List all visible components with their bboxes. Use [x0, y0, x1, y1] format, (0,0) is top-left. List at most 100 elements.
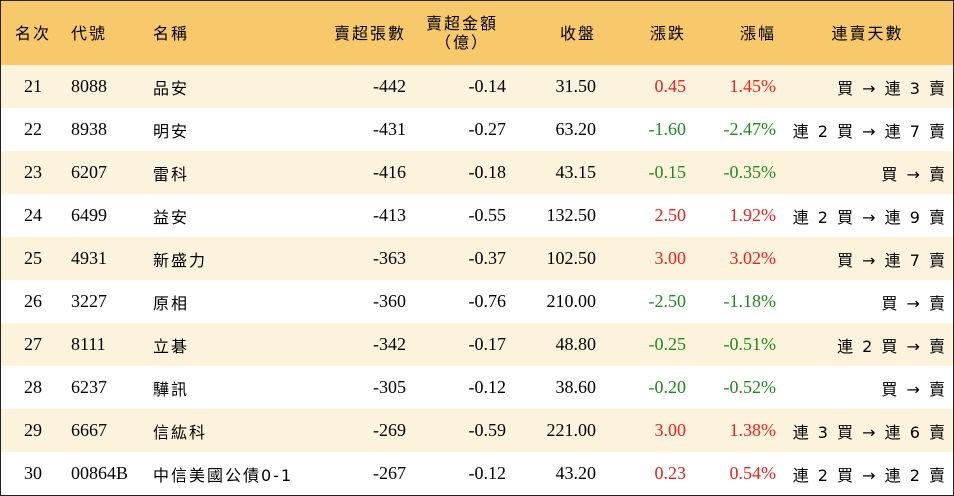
code-cell: 6667 — [71, 420, 107, 440]
code-cell: 8111 — [71, 334, 106, 354]
close-cell: 221.00 — [546, 420, 597, 440]
rank-cell: 28 — [24, 377, 42, 397]
change-cell: -0.25 — [648, 334, 687, 354]
close-cell: 63.20 — [555, 119, 597, 139]
pct-cell: 1.38% — [729, 420, 777, 440]
rank-cell: 29 — [24, 420, 42, 440]
name-cell: 立碁 — [153, 336, 190, 356]
change-cell: -2.50 — [648, 291, 687, 311]
table-row: 26 3227 原相 -360 -0.76 210.00 -2.50 -1.18… — [1, 280, 953, 323]
header-name: 名稱 — [153, 23, 190, 43]
sell-amount-cell: -0.17 — [468, 334, 507, 354]
sell-lots-cell: -269 — [373, 420, 406, 440]
table-row: 22 8938 明安 -431 -0.27 63.20 -1.60 -2.47%… — [1, 108, 953, 151]
sell-amount-cell: -0.37 — [468, 248, 507, 268]
code-cell: 8938 — [71, 119, 107, 139]
sell-lots-cell: -305 — [373, 377, 406, 397]
close-cell: 31.50 — [555, 76, 597, 96]
code-cell: 6207 — [71, 162, 107, 182]
sell-lots-cell: -413 — [373, 205, 406, 225]
table-row: 30 00864B 中信美國公債0-1 -267 -0.12 43.20 0.2… — [1, 452, 953, 495]
streak-cell: 買 → 賣 — [881, 164, 947, 184]
header-close: 收盤 — [559, 23, 596, 43]
sell-lots-cell: -431 — [373, 119, 406, 139]
sell-lots-cell: -360 — [373, 291, 406, 311]
pct-cell: 3.02% — [729, 248, 777, 268]
streak-cell: 買 → 連 3 賣 — [837, 78, 947, 98]
rank-cell: 30 — [24, 463, 42, 483]
sell-lots-cell: -416 — [373, 162, 406, 182]
rank-cell: 25 — [24, 248, 42, 268]
code-cell: 6237 — [71, 377, 107, 397]
close-cell: 132.50 — [546, 205, 597, 225]
sell-lots-cell: -442 — [373, 76, 406, 96]
pct-cell: 1.92% — [729, 205, 777, 225]
code-cell: 4931 — [71, 248, 107, 268]
pct-cell: -2.47% — [723, 119, 777, 139]
change-cell: 0.23 — [654, 463, 687, 483]
header-code: 代號 — [71, 23, 108, 43]
streak-cell: 買 → 賣 — [881, 379, 947, 399]
close-cell: 48.80 — [555, 334, 597, 354]
name-cell: 明安 — [153, 121, 190, 141]
table-row: 21 8088 品安 -442 -0.14 31.50 0.45 1.45% 買… — [1, 65, 953, 108]
code-cell: 8088 — [71, 76, 107, 96]
rank-cell: 26 — [24, 291, 42, 311]
rank-cell: 24 — [24, 205, 42, 225]
pct-cell: -1.18% — [723, 291, 777, 311]
sell-amount-cell: -0.18 — [468, 162, 507, 182]
header-sell-lots: 賣超張數 — [333, 23, 406, 43]
sell-amount-cell: -0.27 — [468, 119, 507, 139]
pct-cell: -0.35% — [723, 162, 777, 182]
close-cell: 43.20 — [555, 463, 597, 483]
table-row: 27 8111 立碁 -342 -0.17 48.80 -0.25 -0.51%… — [1, 323, 953, 366]
close-cell: 210.00 — [546, 291, 597, 311]
pct-cell: 1.45% — [729, 76, 777, 96]
change-cell: 0.45 — [654, 76, 687, 96]
sell-lots-cell: -267 — [373, 463, 406, 483]
header-sell-amount-line2: （億） — [434, 33, 489, 52]
streak-cell: 連 2 買 → 連 2 賣 — [792, 465, 947, 485]
pct-cell: -0.51% — [723, 334, 777, 354]
header-sell-amount-line1: 賣超金額 — [425, 14, 498, 33]
name-cell: 雷科 — [153, 164, 190, 184]
streak-cell: 連 2 買 → 賣 — [837, 336, 947, 356]
close-cell: 43.15 — [555, 162, 597, 182]
header-sell-amount: 賣超金額 （億） — [412, 1, 512, 65]
table-row: 25 4931 新盛力 -363 -0.37 102.50 3.00 3.02%… — [1, 237, 953, 280]
name-cell: 驊訊 — [153, 379, 190, 399]
rank-cell: 27 — [24, 334, 42, 354]
name-cell: 新盛力 — [153, 250, 208, 270]
change-cell: -0.15 — [648, 162, 687, 182]
streak-cell: 買 → 連 7 賣 — [837, 250, 947, 270]
sell-amount-cell: -0.12 — [468, 463, 507, 483]
rank-cell: 21 — [24, 76, 42, 96]
name-cell: 益安 — [153, 207, 190, 227]
sell-lots-cell: -363 — [373, 248, 406, 268]
table-row: 24 6499 益安 -413 -0.55 132.50 2.50 1.92% … — [1, 194, 953, 237]
table-row: 29 6667 信紘科 -269 -0.59 221.00 3.00 1.38%… — [1, 409, 953, 452]
streak-cell: 連 2 買 → 連 9 賣 — [792, 207, 947, 227]
name-cell: 原相 — [153, 293, 190, 313]
header-streak: 連賣天數 — [831, 23, 904, 43]
table-row: 28 6237 驊訊 -305 -0.12 38.60 -0.20 -0.52%… — [1, 366, 953, 409]
change-cell: -0.20 — [648, 377, 687, 397]
table-header-row: 名次 代號 名稱 賣超張數 賣超金額 （億） 收盤 漲跌 漲幅 連賣天數 — [1, 1, 953, 65]
rank-cell: 23 — [24, 162, 42, 182]
close-cell: 38.60 — [555, 377, 597, 397]
code-cell: 3227 — [71, 291, 107, 311]
streak-cell: 連 2 買 → 連 7 賣 — [792, 121, 947, 141]
name-cell: 中信美國公債0-1 — [153, 465, 294, 485]
table-body: 21 8088 品安 -442 -0.14 31.50 0.45 1.45% 買… — [1, 65, 953, 495]
code-cell: 6499 — [71, 205, 107, 225]
streak-cell: 買 → 賣 — [881, 293, 947, 313]
sell-amount-cell: -0.14 — [468, 76, 507, 96]
name-cell: 信紘科 — [153, 422, 208, 442]
header-pct: 漲幅 — [739, 23, 776, 43]
sell-amount-cell: -0.59 — [468, 420, 507, 440]
header-rank: 名次 — [14, 23, 51, 43]
sell-lots-cell: -342 — [373, 334, 406, 354]
change-cell: 2.50 — [654, 205, 687, 225]
